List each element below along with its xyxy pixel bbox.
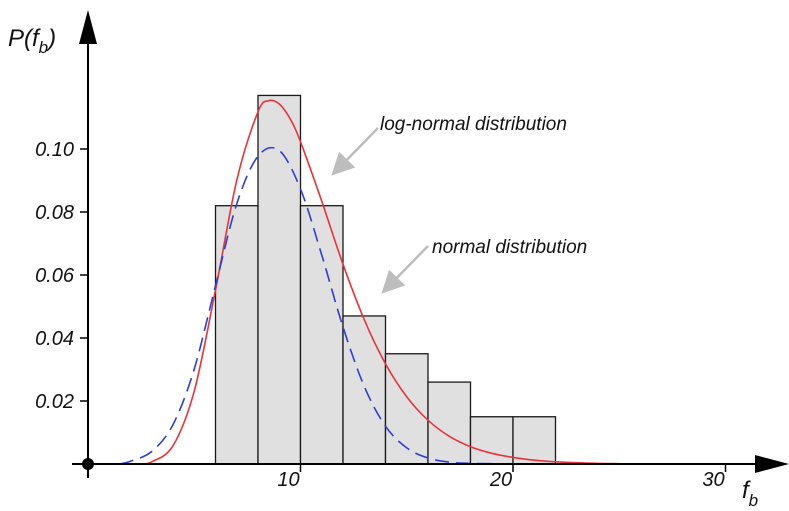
x-axis-ticks: 10 20 30	[277, 464, 727, 491]
x-axis-title: fb	[742, 477, 758, 510]
x-tick-label: 30	[702, 469, 724, 491]
y-axis-title-subscript: b	[39, 38, 48, 57]
histogram-bar	[512, 416, 557, 465]
origin-dot	[82, 458, 94, 470]
histogram-bar	[257, 94, 302, 465]
x-tick-label: 10	[277, 469, 299, 491]
distribution-curves	[119, 99, 620, 465]
y-axis-title: P(fb)	[8, 25, 56, 57]
normal-annotation-arrow	[381, 245, 429, 294]
y-axis-arrow-icon	[79, 10, 97, 44]
y-tick-label: 0.08	[35, 202, 74, 224]
y-axis-ticks: 0.02 0.04 0.06 0.08 0.10	[35, 139, 88, 413]
x-axis-title-main: f	[742, 477, 751, 504]
histogram-bar	[427, 381, 472, 465]
normal-annotation-label: normal distribution	[432, 237, 587, 258]
x-axis-arrow-icon	[755, 455, 789, 473]
axes	[72, 10, 789, 478]
annotations: log-normal distribution normal distribut…	[331, 114, 587, 294]
y-tick-label: 0.10	[35, 139, 74, 161]
histogram-bar	[214, 205, 259, 465]
y-axis-title-suffix: )	[45, 25, 56, 52]
axis-titles: P(fb) fb	[8, 25, 758, 510]
y-tick-label: 0.04	[35, 328, 74, 350]
histogram-bars	[214, 94, 557, 465]
normal-distribution-curve	[119, 146, 503, 465]
histogram-bar	[384, 353, 429, 465]
histogram-bar	[342, 315, 387, 465]
x-axis-title-subscript: b	[749, 491, 758, 510]
histogram-bar	[299, 205, 344, 465]
log-normal-annotation-label: log-normal distribution	[380, 114, 567, 135]
y-axis-title-prefix: P(f	[8, 25, 41, 52]
y-tick-label: 0.02	[35, 391, 74, 413]
x-tick-label: 20	[489, 469, 512, 491]
y-tick-label: 0.06	[35, 265, 75, 287]
log-normal-annotation-arrow	[331, 127, 379, 176]
log-normal-distribution-curve	[140, 99, 620, 465]
